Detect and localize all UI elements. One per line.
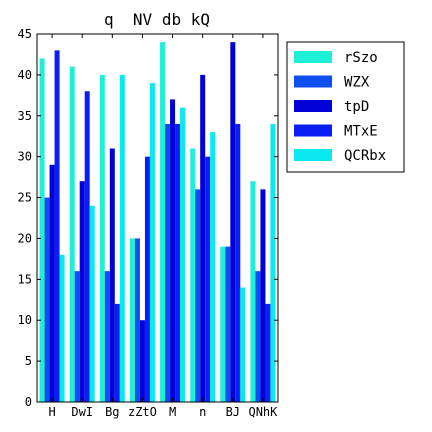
bar-QCRbx-QNhK [270, 123, 276, 402]
x-tick-label: M [169, 405, 176, 419]
x-tick-label: zZtO [128, 405, 157, 419]
bar-WZX-DwI [74, 271, 80, 402]
bar-WZX-BJ [225, 246, 231, 402]
chart-title: q NV db kQ [104, 10, 210, 29]
bar-MTxE-n [205, 156, 211, 402]
bar-tpD-M [170, 99, 176, 402]
y-tick-label: 30 [18, 150, 32, 164]
legend-swatch-WZX [294, 75, 332, 88]
bar-WZX-Bg [104, 271, 110, 402]
bar-QCRbx-DwI [89, 205, 95, 402]
legend-label-QCRbx: QCRbx [344, 148, 386, 164]
y-tick-label: 40 [18, 68, 32, 82]
bar-WZX-zZtO [134, 238, 140, 402]
bar-rSzo-H [39, 58, 45, 403]
bar-tpD-zZtO [139, 320, 145, 402]
x-tick-label: DwI [71, 405, 93, 419]
bar-QCRbx-Bg [119, 74, 125, 402]
bars-group [39, 42, 276, 403]
bar-QCRbx-BJ [240, 287, 246, 402]
bar-MTxE-zZtO [144, 156, 150, 402]
legend-label-MTxE: MTxE [344, 124, 378, 140]
y-tick-label: 15 [18, 272, 32, 286]
y-tick-label: 10 [18, 313, 32, 327]
y-tick-label: 0 [25, 395, 32, 409]
bar-WZX-QNhK [255, 271, 261, 402]
bar-QCRbx-H [59, 254, 65, 402]
bar-tpD-Bg [109, 148, 115, 402]
bar-tpD-BJ [230, 42, 236, 403]
bar-QCRbx-M [180, 107, 186, 402]
bar-MTxE-BJ [235, 123, 241, 402]
legend-label-tpD: tpD [344, 99, 369, 115]
bar-MTxE-QNhK [265, 303, 271, 402]
plot-area [36, 33, 279, 403]
bar-WZX-n [195, 189, 201, 402]
bar-MTxE-M [175, 123, 181, 402]
legend-swatch-MTxE [294, 124, 332, 137]
y-tick-label: 5 [25, 354, 32, 368]
legend-swatch-QCRbx [294, 149, 332, 161]
bar-MTxE-Bg [114, 303, 120, 402]
y-axis: 0 5 10 15 20 25 30 35 40 45 [18, 27, 278, 409]
bar-rSzo-BJ [220, 246, 226, 402]
bar-MTxE-DwI [84, 91, 90, 402]
bar-WZX-M [165, 123, 171, 402]
bar-tpD-n [200, 74, 206, 402]
x-tick-label: n [199, 405, 206, 419]
y-tick-label: 35 [18, 109, 32, 123]
legend: rSzo WZX tpD MTxE QCRbx [286, 41, 405, 173]
x-tick-label: QNhK [248, 405, 278, 419]
bar-rSzo-Bg [99, 74, 105, 402]
bar-tpD-H [49, 164, 55, 402]
bar-rSzo-zZtO [129, 238, 135, 402]
legend-swatch-tpD [294, 100, 332, 112]
y-tick-label: 25 [18, 191, 32, 205]
y-tick-label: 45 [18, 27, 32, 41]
x-tick-label: H [48, 405, 55, 419]
bar-rSzo-n [190, 148, 196, 402]
x-tick-label: Bg [105, 405, 119, 419]
x-tick-label: BJ [226, 405, 240, 419]
bar-tpD-QNhK [260, 189, 266, 402]
bar-WZX-H [44, 197, 50, 402]
legend-label-rSzo: rSzo [344, 50, 378, 66]
bar-MTxE-H [54, 50, 60, 402]
bar-rSzo-DwI [69, 66, 75, 402]
y-tick-label: 20 [18, 231, 32, 245]
bar-rSzo-QNhK [250, 181, 256, 402]
bar-rSzo-M [160, 42, 166, 403]
legend-swatch-rSzo [294, 51, 332, 63]
bar-QCRbx-zZtO [149, 83, 155, 403]
bar-tpD-DwI [79, 181, 85, 402]
bar-QCRbx-n [210, 132, 216, 402]
legend-label-WZX: WZX [344, 75, 370, 91]
